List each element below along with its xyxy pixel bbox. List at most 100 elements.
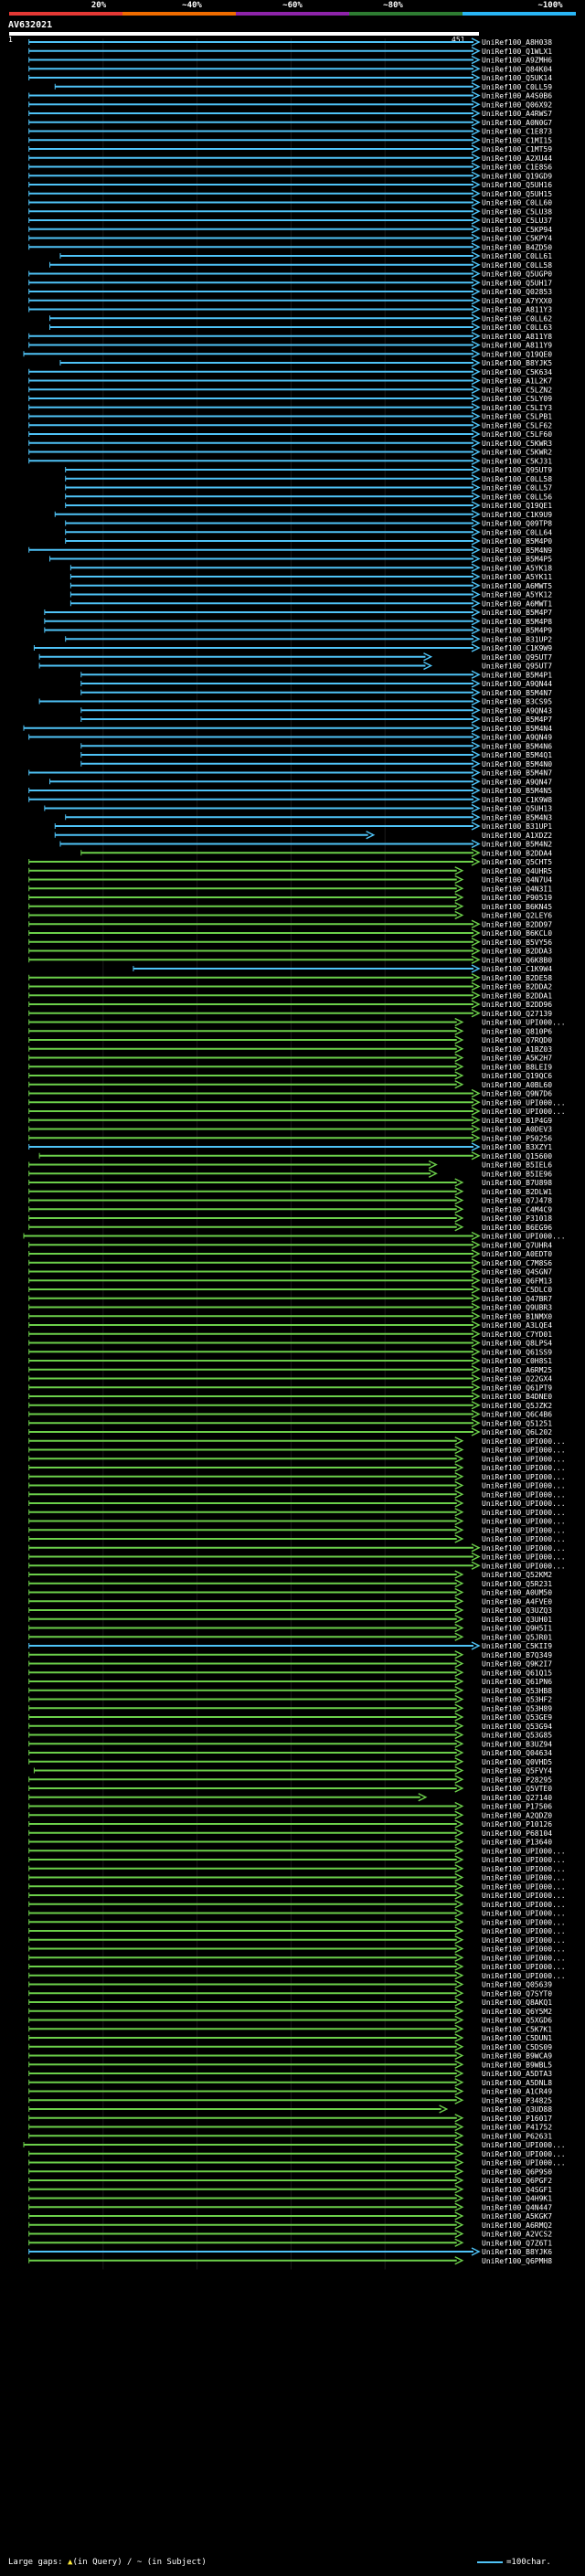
hit-row[interactable]: UniRef100_Q5UGP0 — [28, 269, 553, 279]
hit-label[interactable]: UniRef100_Q6PGF2 — [482, 2177, 552, 2185]
hit-row[interactable]: UniRef100_C1MT59 — [28, 144, 553, 154]
hit-row[interactable]: UniRef100_B5M4P0 — [65, 536, 553, 546]
hit-label[interactable]: UniRef100_Q7SYT0 — [482, 1989, 552, 1998]
hit-row[interactable]: UniRef100_Q61PT9 — [28, 1383, 553, 1392]
hit-label[interactable]: UniRef100_UPI000... — [482, 1464, 566, 1472]
hit-label[interactable]: UniRef100_C5KP94 — [482, 226, 552, 234]
hit-row[interactable]: UniRef100_A811Y3 — [28, 304, 553, 314]
hit-label[interactable]: UniRef100_Q5UH17 — [482, 279, 552, 287]
hit-label[interactable]: UniRef100_B2DLW1 — [482, 1188, 552, 1196]
hit-row[interactable]: UniRef100_Q6Y5M2 — [28, 2007, 553, 2016]
hit-label[interactable]: UniRef100_B3XZY1 — [482, 1143, 552, 1151]
hit-label[interactable]: UniRef100_A6MWT5 — [482, 582, 552, 590]
hit-label[interactable]: UniRef100_UPI000... — [482, 1019, 566, 1027]
hit-row[interactable]: UniRef100_UPI000... — [28, 1480, 566, 1490]
hit-label[interactable]: UniRef100_P41752 — [482, 2124, 552, 2132]
hit-label[interactable]: UniRef100_B5M4N2 — [482, 841, 552, 849]
hit-label[interactable]: UniRef100_Q5FVY4 — [482, 1767, 552, 1776]
hit-label[interactable]: UniRef100_Q0VHD5 — [482, 1758, 552, 1766]
hit-row[interactable]: UniRef100_C5KII9 — [28, 1641, 553, 1650]
hit-label[interactable]: UniRef100_C5K7K1 — [482, 2025, 552, 2033]
hit-row[interactable]: UniRef100_Q7RQD0 — [28, 1035, 553, 1044]
hit-label[interactable]: UniRef100_B5IE96 — [482, 1170, 552, 1178]
hit-row[interactable]: UniRef100_B8LEI9 — [28, 1062, 553, 1071]
hit-label[interactable]: UniRef100_UPI000... — [482, 1874, 566, 1882]
hit-label[interactable]: UniRef100_UPI000... — [482, 1963, 566, 1971]
hit-row[interactable]: UniRef100_B9WBL5 — [28, 2060, 553, 2069]
hit-row[interactable]: UniRef100_B2DD96 — [28, 1000, 553, 1009]
hit-label[interactable]: UniRef100_C5DS09 — [482, 2043, 552, 2051]
hit-row[interactable]: UniRef100_Q7UHR4 — [28, 1240, 553, 1249]
hit-label[interactable]: UniRef100_B2DDA2 — [482, 983, 552, 991]
hit-label[interactable]: UniRef100_UPI000... — [482, 1490, 566, 1499]
hit-label[interactable]: UniRef100_Q53G94 — [482, 1723, 552, 1731]
hit-row[interactable]: UniRef100_Q5VTE0 — [28, 1784, 553, 1793]
hit-row[interactable]: UniRef100_B5M4P7 — [80, 715, 552, 724]
hit-row[interactable]: UniRef100_C5DUN1 — [28, 2033, 553, 2042]
hit-label[interactable]: UniRef100_A9QN44 — [482, 680, 552, 688]
hit-label[interactable]: UniRef100_A8H038 — [482, 38, 552, 47]
hit-label[interactable]: UniRef100_Q52KM2 — [482, 1571, 552, 1579]
hit-row[interactable]: UniRef100_A2VCS2 — [28, 2229, 553, 2239]
hit-row[interactable]: UniRef100_Q7SYT0 — [28, 1988, 553, 1998]
hit-label[interactable]: UniRef100_Q61PT9 — [482, 1383, 552, 1392]
hit-label[interactable]: UniRef100_Q22GX4 — [482, 1375, 552, 1383]
hit-row[interactable]: UniRef100_P68104 — [28, 1829, 553, 1838]
hit-label[interactable]: UniRef100_UPI000... — [482, 1910, 566, 1918]
hit-label[interactable]: UniRef100_A2XU44 — [482, 154, 552, 163]
hit-row[interactable]: UniRef100_B8YJK6 — [28, 2247, 553, 2256]
hit-row[interactable]: UniRef100_B5M4P7 — [44, 608, 552, 617]
hit-label[interactable]: UniRef100_Q5UK14 — [482, 74, 552, 82]
hit-row[interactable]: UniRef100_Q06X92 — [28, 100, 553, 109]
hit-label[interactable]: UniRef100_UPI000... — [482, 1562, 566, 1570]
hit-row[interactable]: UniRef100_A9ZMH6 — [28, 55, 553, 65]
hit-row[interactable]: UniRef100_Q53HF2 — [28, 1694, 553, 1704]
hit-row[interactable]: UniRef100_Q95UT7 — [38, 661, 552, 671]
hit-row[interactable]: UniRef100_Q4N447 — [28, 2202, 553, 2211]
hit-label[interactable]: UniRef100_Q53GE9 — [482, 1713, 552, 1722]
hit-label[interactable]: UniRef100_A5YK12 — [482, 591, 552, 599]
hit-label[interactable]: UniRef100_A5YK18 — [482, 564, 552, 572]
hit-label[interactable]: UniRef100_UPI000... — [482, 1972, 566, 1980]
hit-row[interactable]: UniRef100_A0BL60 — [28, 1080, 553, 1089]
hit-label[interactable]: UniRef100_Q53HF2 — [482, 1696, 552, 1704]
hit-row[interactable]: UniRef100_B5M4N7 — [28, 768, 553, 778]
hit-label[interactable]: UniRef100_B5IEL6 — [482, 1161, 552, 1170]
hit-row[interactable]: UniRef100_B6KN45 — [28, 902, 553, 911]
hit-label[interactable]: UniRef100_UPI000... — [482, 1882, 566, 1891]
hit-row[interactable]: UniRef100_Q22GX4 — [28, 1373, 553, 1383]
hit-row[interactable]: UniRef100_Q810P6 — [28, 1026, 553, 1035]
hit-row[interactable]: UniRef100_UPI000... — [28, 2149, 566, 2158]
hit-label[interactable]: UniRef100_UPI000... — [482, 1918, 566, 1926]
hit-label[interactable]: UniRef100_Q6K8B0 — [482, 956, 552, 964]
hit-row[interactable]: UniRef100_Q5UH15 — [28, 189, 553, 198]
hit-label[interactable]: UniRef100_B5M4N0 — [482, 760, 552, 769]
hit-row[interactable]: UniRef100_P10126 — [28, 1819, 553, 1829]
hit-label[interactable]: UniRef100_UPI000... — [482, 1847, 566, 1855]
hit-row[interactable]: UniRef100_Q6K8B0 — [28, 955, 553, 964]
hit-row[interactable]: UniRef100_UPI000... — [28, 1944, 566, 1954]
hit-row[interactable]: UniRef100_Q9N7D6 — [28, 1088, 553, 1098]
hit-label[interactable]: UniRef100_B5M4P0 — [482, 537, 552, 546]
hit-row[interactable]: UniRef100_Q2LEY6 — [28, 910, 553, 920]
hit-label[interactable]: UniRef100_A1CR49 — [482, 2088, 552, 2096]
hit-row[interactable]: UniRef100_Q5UK14 — [28, 73, 553, 82]
hit-label[interactable]: UniRef100_Q04634 — [482, 1749, 552, 1757]
hit-row[interactable]: UniRef100_C5KP94 — [28, 225, 553, 234]
hit-label[interactable]: UniRef100_A9QN47 — [482, 778, 552, 786]
hit-label[interactable]: UniRef100_UPI000... — [482, 1892, 566, 1900]
hit-row[interactable]: UniRef100_Q1WLX1 — [28, 47, 553, 56]
hit-label[interactable]: UniRef100_P90519 — [482, 894, 552, 902]
hit-row[interactable]: UniRef100_B5M4N2 — [59, 839, 552, 849]
hit-row[interactable]: UniRef100_B4DNE0 — [28, 1392, 553, 1401]
hit-label[interactable]: UniRef100_C5DUN1 — [482, 2034, 552, 2042]
hit-label[interactable]: UniRef100_B5M4N3 — [482, 813, 552, 822]
hit-row[interactable]: UniRef100_P17506 — [28, 1801, 553, 1811]
hit-label[interactable]: UniRef100_B6KN45 — [482, 903, 552, 911]
hit-row[interactable]: UniRef100_P28295 — [28, 1775, 553, 1784]
hit-label[interactable]: UniRef100_Q47BR7 — [482, 1295, 552, 1303]
hit-label[interactable]: UniRef100_UPI000... — [482, 2159, 566, 2168]
hit-row[interactable]: UniRef100_B3UZ94 — [28, 1739, 553, 1748]
hit-row[interactable]: UniRef100_A5YK12 — [69, 589, 552, 599]
hit-row[interactable]: UniRef100_C5DLC0 — [28, 1285, 553, 1294]
